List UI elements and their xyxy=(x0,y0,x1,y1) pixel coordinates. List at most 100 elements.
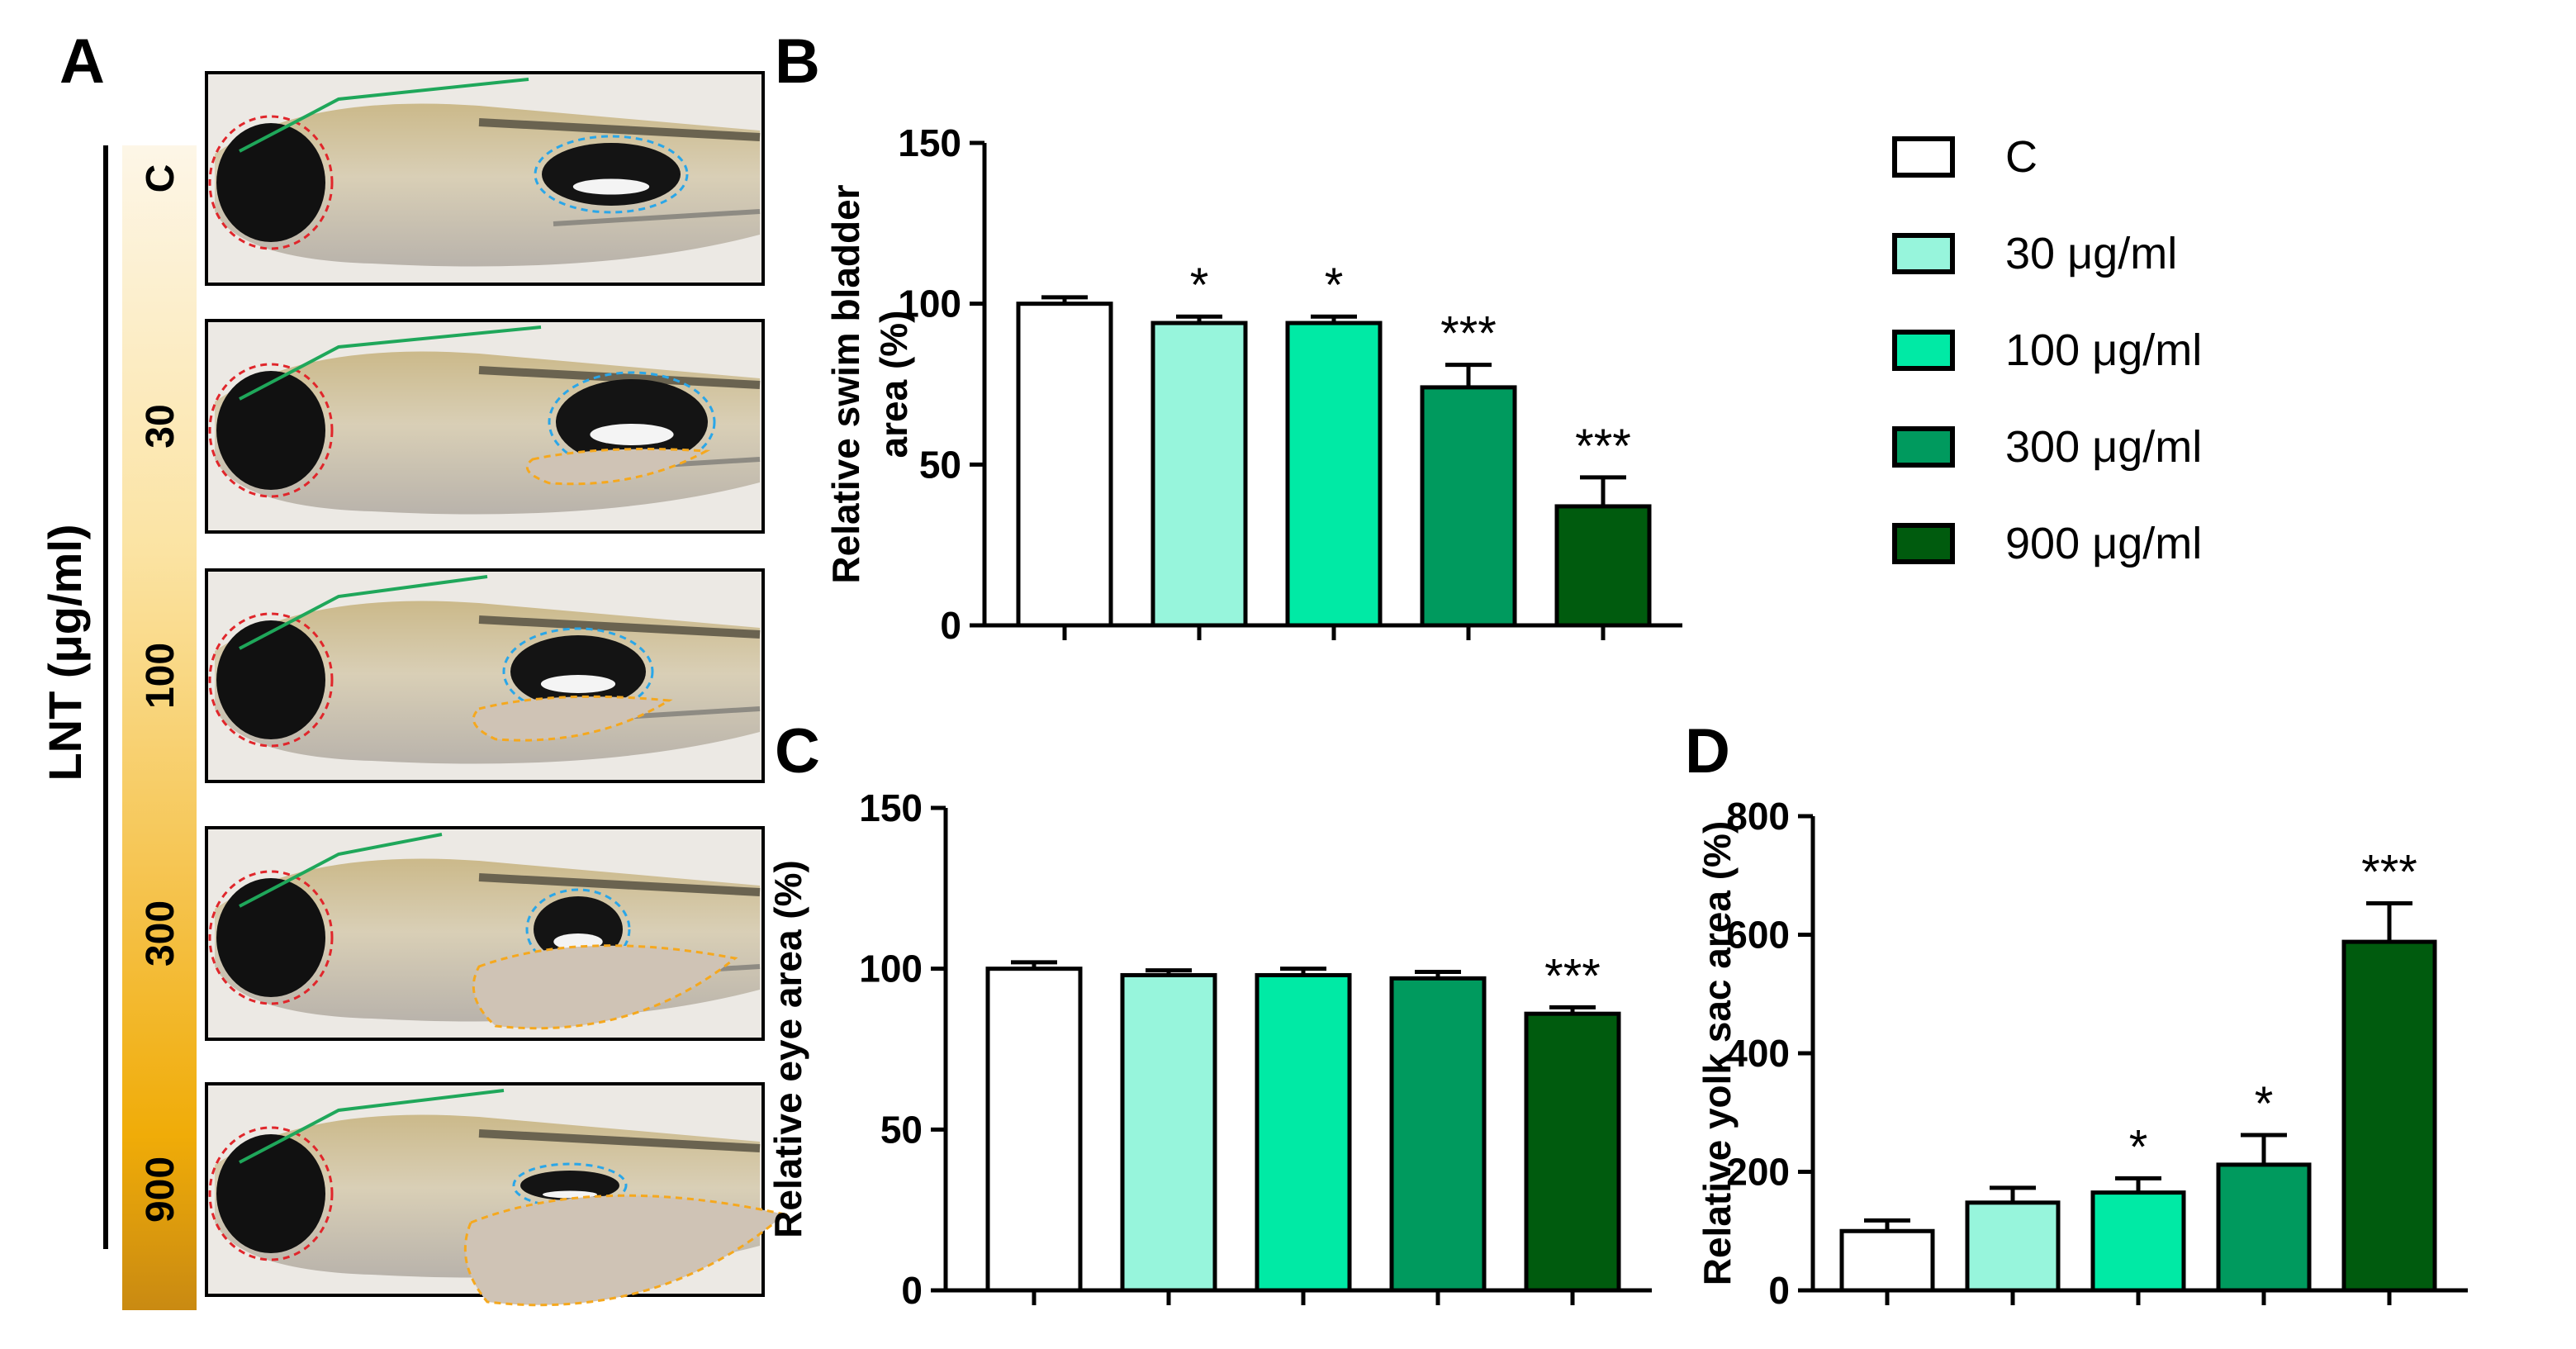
y-tick-label: 100 xyxy=(898,283,961,325)
eye-area-bar xyxy=(1255,972,1352,1293)
yolk-sac-outline xyxy=(472,695,673,742)
legend-swatch xyxy=(1892,330,1955,371)
head-angle-line xyxy=(239,575,488,650)
legend: C 30 μg/ml 100 μg/ml 300 μg/ml 900 μg/ml xyxy=(1892,132,2202,568)
head-angle-line xyxy=(239,833,443,908)
y-tick-label: 150 xyxy=(898,121,961,164)
larva-image xyxy=(205,71,765,286)
swim-bladder-highlight xyxy=(572,178,650,195)
panel-label-a: A xyxy=(59,26,105,97)
significance-label: *** xyxy=(1440,307,1497,361)
yolk-sac-bar xyxy=(2341,939,2437,1293)
significance-label: *** xyxy=(1575,420,1631,473)
y-tick-label: 600 xyxy=(1726,914,1790,957)
legend-entry-label: 30 μg/ml xyxy=(2005,229,2177,278)
concentration-labels: C 30 100 300 900 xyxy=(139,164,183,1223)
swim-bladder-highlight xyxy=(590,424,674,445)
eye-outline xyxy=(208,870,334,1005)
larva-body xyxy=(215,601,760,764)
larva-image xyxy=(205,568,765,783)
concentration-label: C xyxy=(139,164,183,193)
yolk-sac-outline xyxy=(525,448,711,486)
chart-eye-area: 0 50 100 150 Relative eye area (%) *** xyxy=(766,786,1652,1312)
swim-bladder-bar xyxy=(1420,385,1517,628)
legend-entry-label: 900 μg/ml xyxy=(2005,519,2202,568)
eye-outline xyxy=(208,115,334,250)
swim-bladder xyxy=(520,1171,619,1200)
larva-eye xyxy=(216,1134,325,1253)
concentration-label: 900 xyxy=(139,1157,183,1223)
concentration-label: 100 xyxy=(139,643,183,709)
larva-eye xyxy=(216,123,325,242)
concentration-label: 30 xyxy=(139,404,183,448)
y-axis-label: area (%) xyxy=(872,311,915,458)
yolk-sac-bar xyxy=(1839,1228,1935,1293)
head-angle-line xyxy=(239,1089,505,1164)
swim-bladder-bar xyxy=(1554,504,1652,628)
legend-entry-label: C xyxy=(2005,132,2038,182)
panel-label-b: B xyxy=(775,26,820,97)
y-tick-label: 800 xyxy=(1726,795,1790,838)
legend-swatch xyxy=(1892,136,1955,178)
head-angle-line xyxy=(239,78,529,153)
swim-bladder-highlight xyxy=(553,933,603,950)
yolk-sac-outline xyxy=(463,1194,788,1307)
yolk-sac-bar xyxy=(2216,1162,2312,1293)
swim-bladder-bar xyxy=(1285,321,1383,628)
larva-images xyxy=(205,71,788,1307)
y-tick-label: 50 xyxy=(919,443,961,486)
y-tick-label: 100 xyxy=(859,948,923,990)
yolk-sac-bar xyxy=(2090,1190,2186,1293)
significance-label: * xyxy=(2255,1077,2274,1131)
larva-eye xyxy=(216,371,325,490)
legend-entry-label: 100 μg/ml xyxy=(2005,325,2202,375)
swim-bladder-highlight xyxy=(540,675,616,693)
larva-image xyxy=(205,826,765,1041)
swim-bladder xyxy=(510,635,646,708)
pigment-stripe xyxy=(478,1129,761,1152)
legend-swatch xyxy=(1892,426,1955,468)
eye-area-bar xyxy=(1524,1011,1621,1293)
significance-label: * xyxy=(1325,259,1344,312)
legend-swatch xyxy=(1892,233,1955,274)
pigment-stripe xyxy=(478,873,761,896)
significance-label: *** xyxy=(2361,845,2417,899)
larva-image xyxy=(205,1082,788,1307)
pigment-stripe xyxy=(478,615,761,639)
y-axis-label: Relative yolk sac area (%) xyxy=(1696,821,1739,1286)
lnt-axis-label: LNT (μg/ml) xyxy=(39,524,91,781)
swim-bladder-bar xyxy=(1150,321,1248,628)
legend-swatch xyxy=(1892,523,1955,564)
legend-entry-label: 300 μg/ml xyxy=(2005,422,2202,472)
panel-label-c: C xyxy=(775,716,820,786)
significance-label: *** xyxy=(1544,949,1601,1003)
bladder-outline xyxy=(534,135,689,214)
concentration-gradient-bar xyxy=(122,145,197,1310)
pigment-stripe xyxy=(478,118,761,141)
swim-bladder-bar xyxy=(1016,302,1113,628)
y-tick-label: 400 xyxy=(1726,1032,1790,1075)
eye-outline xyxy=(208,612,334,748)
y-tick-label: 150 xyxy=(859,786,923,829)
panel-label-d: D xyxy=(1685,716,1730,786)
swim-bladder xyxy=(542,143,681,206)
significance-label: * xyxy=(2129,1120,2148,1174)
pigment-stripe xyxy=(553,209,761,226)
eye-area-bar xyxy=(1389,976,1487,1293)
larva-eye xyxy=(216,620,325,739)
yolk-sac-bar xyxy=(1965,1200,2061,1293)
eye-outline xyxy=(208,1126,334,1261)
y-tick-label: 0 xyxy=(901,1269,923,1312)
swim-bladder xyxy=(556,379,708,465)
y-axis-label: Relative eye area (%) xyxy=(766,860,809,1238)
significance-label: * xyxy=(1190,259,1209,312)
y-tick-label: 200 xyxy=(1726,1151,1790,1194)
y-tick-label: 0 xyxy=(940,604,961,647)
y-tick-label: 0 xyxy=(1768,1269,1790,1312)
larva-image xyxy=(205,319,765,534)
y-axis-label: Relative swim bladder xyxy=(824,184,867,583)
yolk-sac-outline xyxy=(472,944,738,1030)
eye-area-bar xyxy=(985,967,1083,1293)
